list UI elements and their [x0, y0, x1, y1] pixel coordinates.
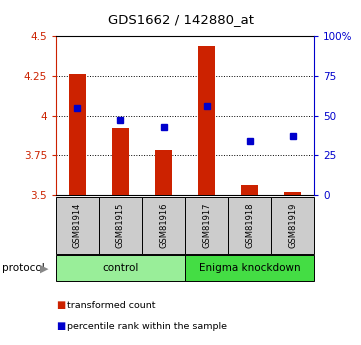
- Bar: [56, 255, 185, 281]
- Text: GSM81914: GSM81914: [73, 203, 82, 248]
- Text: control: control: [102, 263, 139, 273]
- Text: ■: ■: [56, 300, 65, 310]
- Text: transformed count: transformed count: [67, 301, 155, 310]
- Text: GDS1662 / 142880_at: GDS1662 / 142880_at: [108, 13, 253, 26]
- Bar: [241, 185, 258, 195]
- Bar: [271, 197, 314, 254]
- Bar: [185, 255, 314, 281]
- Text: GSM81915: GSM81915: [116, 203, 125, 248]
- Bar: [99, 197, 142, 254]
- Text: GSM81919: GSM81919: [288, 203, 297, 248]
- Text: GSM81916: GSM81916: [159, 203, 168, 248]
- Text: Enigma knockdown: Enigma knockdown: [199, 263, 300, 273]
- Bar: [185, 197, 228, 254]
- Bar: [228, 197, 271, 254]
- Bar: [142, 197, 185, 254]
- Text: percentile rank within the sample: percentile rank within the sample: [67, 322, 227, 331]
- Text: protocol: protocol: [2, 263, 44, 273]
- Bar: [112, 128, 129, 195]
- Bar: [155, 150, 172, 195]
- Text: GSM81917: GSM81917: [202, 203, 211, 248]
- Text: GSM81918: GSM81918: [245, 203, 254, 248]
- Bar: [69, 74, 86, 195]
- Bar: [284, 192, 301, 195]
- Text: ▶: ▶: [40, 263, 48, 273]
- Text: ■: ■: [56, 321, 65, 331]
- Bar: [56, 197, 99, 254]
- Bar: [198, 46, 215, 195]
